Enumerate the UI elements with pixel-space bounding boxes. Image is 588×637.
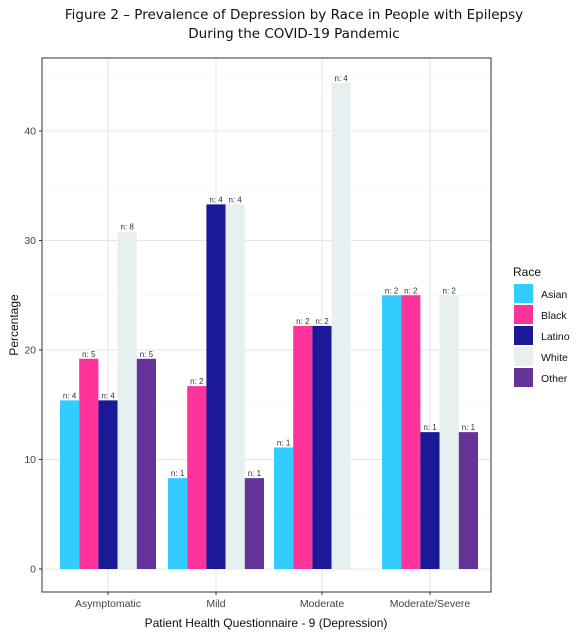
legend-swatch-black [514,305,533,324]
bar-asymptomatic-asian [60,400,80,569]
bar-moderate-asian [274,447,294,569]
bar-labels-layer: n: 4 n: 5 n: 4 n: 8 n: 5 n: 1 n: 2 n: 4 n: 4 n: 1… [63,74,476,478]
y-tick-label: 0 [30,564,36,576]
bar-moderate-severe-white [439,295,459,569]
chart-title-line-2: During the COVID-19 Pandemic [188,26,400,42]
legend-label-black: Black [541,310,567,322]
bar-asymptomatic-white [117,231,137,570]
bar-label-moderate-black: n: 2 [296,317,310,326]
bar-moderate-latino [312,325,332,569]
legend-swatch-latino [514,326,533,345]
x-tick-label-moderate-severe: Moderate/Severe [390,598,471,610]
legend-label-asian: Asian [541,289,567,301]
y-tick-label: 30 [24,235,36,247]
legend: Race Asian Black Latino White Other [513,265,570,387]
bar-label-moderate-latino: n: 2 [315,317,329,326]
bar-label-asymptomatic-other: n: 5 [140,350,154,359]
x-tick-label-mild: Mild [206,598,225,610]
ticks-layer: 0 10 20 30 40 Asymptomatic Mild Moderate Moderat… [24,126,470,611]
legend-swatch-white [514,347,533,366]
bar-label-asymptomatic-latino: n: 4 [101,391,115,400]
y-axis-title: Percentage [7,294,21,356]
bar-moderate-black [293,325,313,569]
bar-label-mild-white: n: 4 [229,195,243,204]
bar-moderate-severe-black [401,295,421,569]
y-tick-label: 20 [24,345,36,357]
bar-label-moderate-asian: n: 1 [277,438,291,447]
bar-label-moderate-severe-latino: n: 1 [423,423,437,432]
bar-mild-black [187,386,207,569]
chart-title-line-1: Figure 2 – Prevalence of Depression by R… [64,7,524,23]
y-tick-label: 10 [24,454,36,466]
legend-label-white: White [541,352,568,364]
bar-label-moderate-severe-other: n: 1 [462,423,476,432]
bar-label-asymptomatic-white: n: 8 [121,223,135,232]
x-tick-label-moderate: Moderate [300,598,345,610]
legend-label-latino: Latino [541,331,570,343]
bar-moderate-severe-other [458,432,478,570]
x-tick-label-asymptomatic: Asymptomatic [75,598,141,610]
bar-moderate-severe-latino [420,432,440,570]
bar-label-mild-latino: n: 4 [209,195,223,204]
bars-layer [60,82,478,570]
bar-label-mild-black: n: 2 [190,377,204,386]
chart-title: Figure 2 – Prevalence of Depression by R… [0,6,588,44]
legend-swatch-asian [514,284,533,303]
plot-border [41,57,492,593]
bar-mild-latino [206,204,226,569]
bar-mild-asian [168,478,188,569]
bar-label-moderate-white: n: 4 [335,74,349,83]
bar-label-moderate-severe-black: n: 2 [404,286,418,295]
bar-mild-white [225,204,245,569]
bar-label-moderate-severe-asian: n: 2 [385,286,399,295]
bar-mild-other [244,478,264,569]
bar-label-moderate-severe-white: n: 2 [443,286,457,295]
bar-asymptomatic-black [79,358,99,569]
bar-moderate-severe-asian [382,295,402,569]
bar-moderate-white [331,82,351,569]
x-axis-title: Patient Health Questionnaire - 9 (Depres… [145,616,388,630]
bar-label-asymptomatic-asian: n: 4 [63,391,77,400]
legend-title: Race [513,265,541,279]
legend-swatch-other [514,368,533,387]
bar-asymptomatic-other [136,358,156,569]
bar-label-mild-other: n: 1 [248,469,262,478]
bar-label-asymptomatic-black: n: 5 [82,350,96,359]
bar-label-mild-asian: n: 1 [171,469,185,478]
bar-asymptomatic-latino [98,400,118,569]
legend-label-other: Other [541,373,568,385]
y-tick-label: 40 [24,126,36,138]
